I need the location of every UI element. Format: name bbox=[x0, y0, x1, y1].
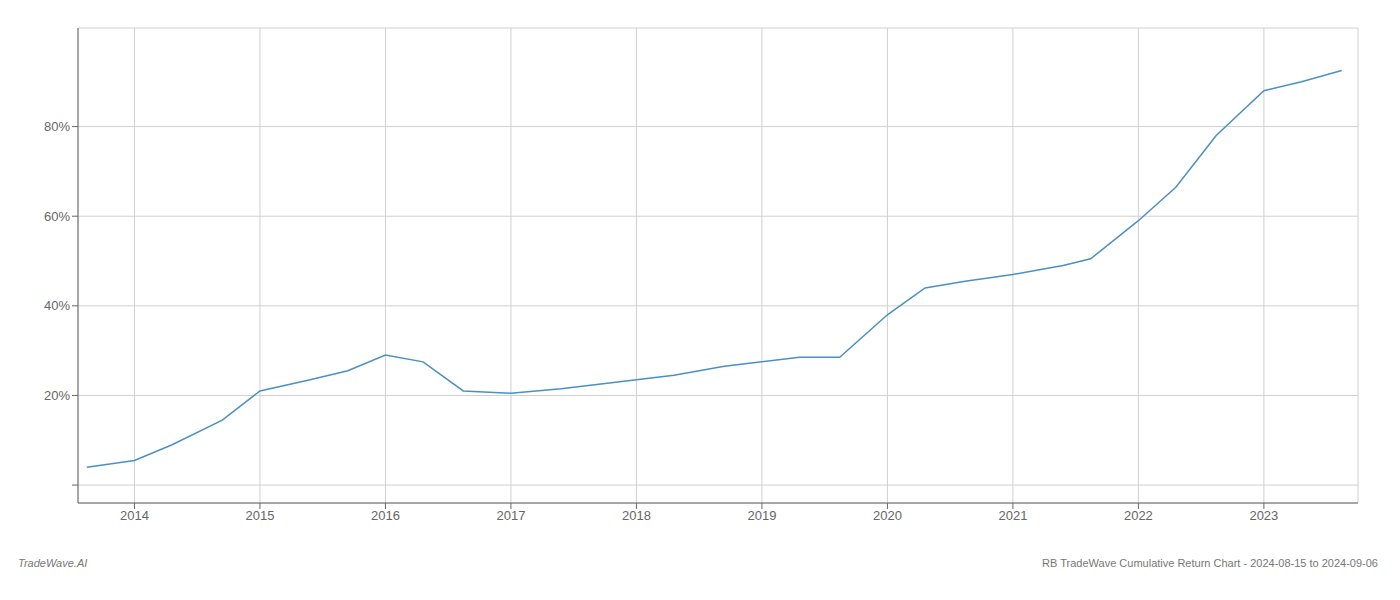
svg-text:80%: 80% bbox=[44, 119, 70, 134]
svg-text:2016: 2016 bbox=[371, 508, 400, 523]
svg-text:2020: 2020 bbox=[873, 508, 902, 523]
svg-text:2019: 2019 bbox=[747, 508, 776, 523]
svg-text:2023: 2023 bbox=[1249, 508, 1278, 523]
html-text:RB TradeWave Cumulative Return: RB TradeWave Cumulative Return Chart - 2… bbox=[1042, 557, 1378, 569]
svg-text:2017: 2017 bbox=[496, 508, 525, 523]
svg-text:2014: 2014 bbox=[120, 508, 149, 523]
svg-text:40%: 40% bbox=[44, 298, 70, 313]
svg-text:2015: 2015 bbox=[245, 508, 274, 523]
svg-text:20%: 20% bbox=[44, 388, 70, 403]
svg-text:2021: 2021 bbox=[998, 508, 1027, 523]
svg-text:60%: 60% bbox=[44, 209, 70, 224]
svg-text:2022: 2022 bbox=[1124, 508, 1153, 523]
html-text:TradeWave.AI: TradeWave.AI bbox=[18, 557, 88, 569]
svg-text:2018: 2018 bbox=[622, 508, 651, 523]
